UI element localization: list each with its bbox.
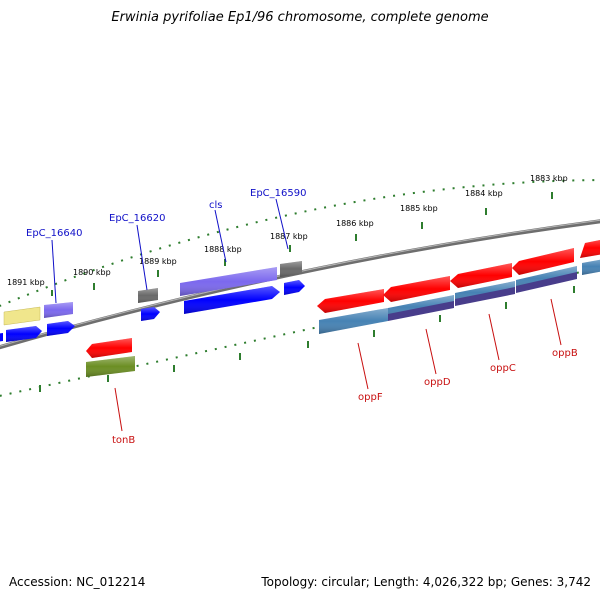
scale-label-1886: 1886 kbp bbox=[336, 219, 374, 228]
accession-text: Accession: NC_012214 bbox=[9, 575, 146, 589]
label-oppf: oppF bbox=[358, 392, 383, 403]
label-leaders-red bbox=[114, 298, 562, 432]
outer-scale-ring bbox=[0, 179, 600, 307]
gene-oppd-darkslate[interactable] bbox=[388, 301, 454, 321]
label-oppd: oppD bbox=[424, 377, 451, 388]
gene-blue-left-partial[interactable] bbox=[0, 333, 3, 342]
label-oppb: oppB bbox=[552, 348, 578, 359]
gene-oppc-darkslate[interactable] bbox=[455, 287, 515, 306]
scale-label-1889: 1889 kbp bbox=[139, 257, 177, 266]
gene-oppb-darkslate[interactable] bbox=[516, 272, 577, 293]
label-leaders-blue bbox=[51, 198, 289, 304]
map-title: Erwinia pyrifoliae Ep1/96 chromosome, co… bbox=[111, 10, 489, 25]
label-epc16590: EpC_16590 bbox=[250, 188, 306, 199]
scale-label-1891: 1891 kbp bbox=[7, 278, 45, 287]
inner-major-ticks bbox=[39, 286, 575, 392]
scale-label-1890: 1890 kbp bbox=[73, 268, 111, 277]
scale-label-1883: 1883 kbp bbox=[530, 174, 568, 183]
topology-text: Topology: circular; Length: 4,026,322 bp… bbox=[261, 575, 591, 589]
label-oppc: oppC bbox=[490, 363, 516, 374]
label-cls: cls bbox=[209, 200, 223, 211]
outer-major-ticks bbox=[51, 192, 553, 296]
label-epc16620: EpC_16620 bbox=[109, 213, 165, 224]
gene-khaki-left[interactable] bbox=[3, 306, 41, 326]
scale-label-1884: 1884 kbp bbox=[465, 189, 503, 198]
label-epc16640: EpC_16640 bbox=[26, 228, 82, 239]
label-tonb: tonB bbox=[112, 435, 135, 446]
scale-label-1887: 1887 kbp bbox=[270, 232, 308, 241]
scale-label-1885: 1885 kbp bbox=[400, 204, 438, 213]
